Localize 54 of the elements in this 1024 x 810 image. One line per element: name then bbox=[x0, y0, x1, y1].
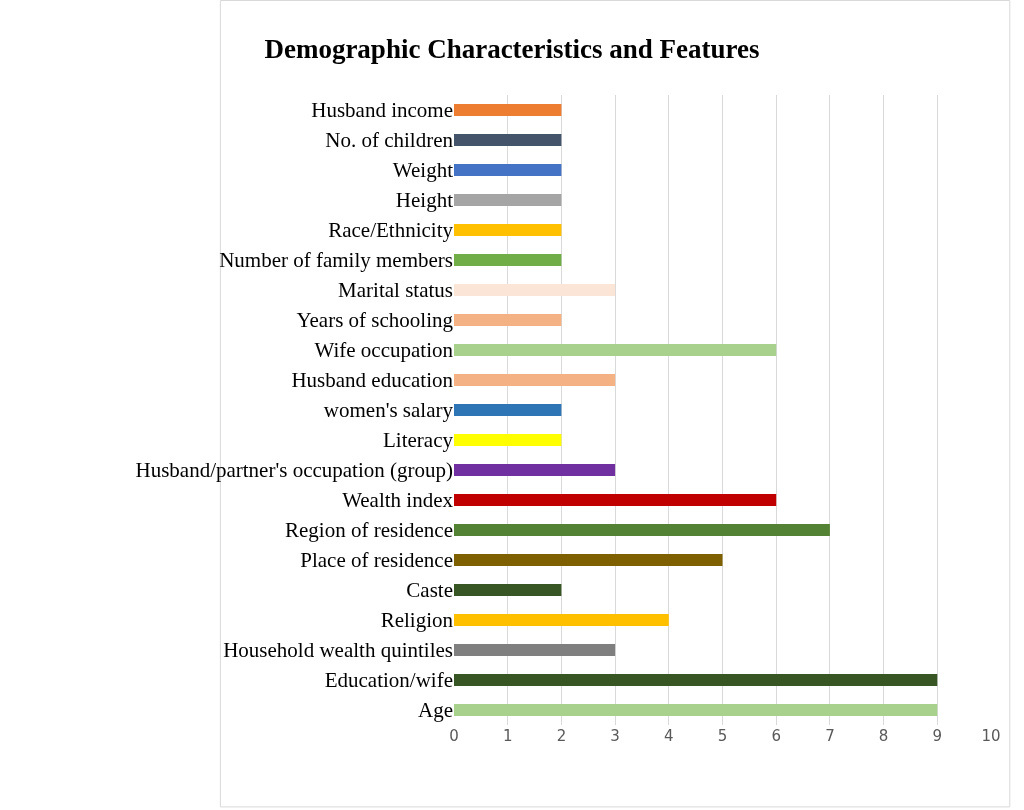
y-tick-label: Age bbox=[418, 698, 453, 723]
bar bbox=[454, 314, 562, 326]
y-tick-label: Husband education bbox=[291, 368, 454, 393]
x-tick-label: 3 bbox=[610, 727, 620, 745]
x-tick-label: 6 bbox=[771, 727, 781, 745]
bar bbox=[454, 374, 616, 386]
bar bbox=[454, 584, 562, 596]
y-tick-label: Literacy bbox=[383, 428, 454, 453]
bar bbox=[454, 104, 562, 116]
y-tick-label: Region of residence bbox=[285, 518, 453, 543]
bar bbox=[454, 284, 616, 296]
bar bbox=[454, 674, 938, 686]
x-tick-label: 9 bbox=[932, 727, 943, 745]
y-tick-label: Husband/partner's occupation (group) bbox=[135, 458, 453, 483]
bar bbox=[454, 494, 777, 506]
bar bbox=[454, 224, 562, 236]
x-tick-label: 0 bbox=[449, 727, 459, 745]
y-tick-label: Household wealth quintiles bbox=[223, 638, 453, 663]
bar bbox=[454, 434, 562, 446]
y-tick-label: Race/Ethnicity bbox=[328, 218, 454, 243]
bar bbox=[454, 194, 562, 206]
y-tick-label: No. of children bbox=[325, 128, 454, 153]
x-tick-label: 5 bbox=[717, 727, 728, 745]
y-tick-label: Marital status bbox=[338, 278, 453, 303]
bar bbox=[454, 554, 723, 566]
bar bbox=[454, 464, 616, 476]
bar bbox=[454, 134, 562, 146]
y-tick-label: Years of schooling bbox=[296, 308, 454, 333]
y-tick-label: Height bbox=[395, 188, 454, 213]
x-tick-label: 8 bbox=[878, 727, 889, 745]
y-tick-label: Caste bbox=[406, 578, 453, 603]
y-tick-label: Education/wife bbox=[324, 668, 453, 693]
x-tick-label: 4 bbox=[664, 727, 674, 745]
bar bbox=[454, 704, 938, 716]
bar bbox=[454, 344, 777, 356]
y-tick-label: Place of residence bbox=[300, 548, 453, 573]
y-tick-label: Wealth index bbox=[342, 488, 454, 513]
bar bbox=[454, 614, 669, 626]
bar bbox=[454, 254, 562, 266]
y-tick-label: Religion bbox=[380, 608, 454, 633]
bar bbox=[454, 164, 562, 176]
x-tick-label: 7 bbox=[825, 727, 835, 745]
bar bbox=[454, 644, 616, 656]
bar bbox=[454, 524, 830, 536]
y-tick-label: Wife occupation bbox=[314, 338, 454, 363]
chart-title: Demographic Characteristics and Features bbox=[264, 34, 760, 65]
bar bbox=[454, 404, 562, 416]
x-tick-label: 1 bbox=[502, 727, 513, 745]
y-tick-label: Husband income bbox=[311, 98, 453, 123]
y-tick-label: Number of family members bbox=[219, 248, 453, 273]
y-tick-label: women's salary bbox=[323, 398, 454, 423]
x-tick-label: 2 bbox=[556, 727, 567, 745]
x-tick-label: 10 bbox=[981, 727, 1001, 745]
y-tick-label: Weight bbox=[392, 158, 454, 183]
